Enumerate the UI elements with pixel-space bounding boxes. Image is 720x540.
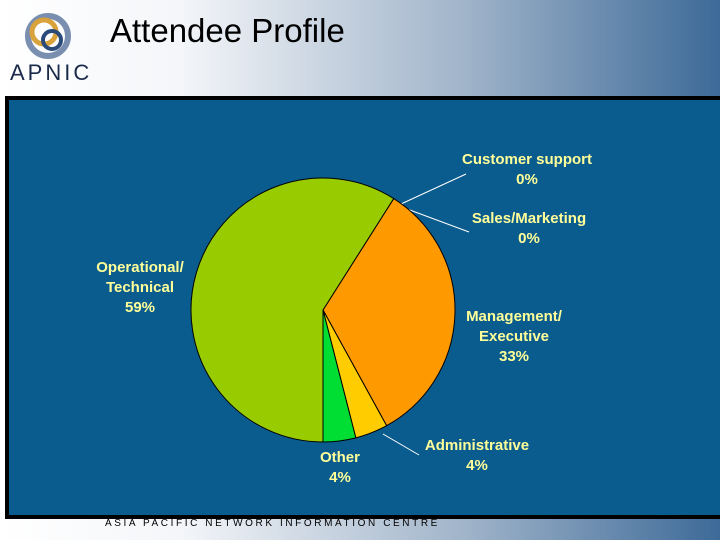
footer: ASIA PACIFIC NETWORK INFORMATION CENTRE: [105, 518, 440, 529]
title: Attendee Profile: [110, 12, 345, 49]
logo-ring: [25, 13, 71, 59]
slice-value-label: 4%: [466, 457, 488, 474]
chart-panel: Customer support 0% Sales/Marketing 0% Manag…: [5, 96, 720, 519]
slice-value-label: 59%: [124, 299, 156, 316]
pie-slice: [322, 197, 456, 427]
slice-label: Customer support: [461, 151, 592, 168]
logo: [25, 13, 71, 59]
slice-label: Administrative: [424, 437, 530, 454]
logo-ring: [41, 29, 63, 51]
pie-slice: [190, 177, 395, 443]
leader-line: [400, 173, 467, 205]
leader-line: [382, 433, 420, 456]
slice-value-label: 0%: [518, 230, 540, 247]
slice-label: Management/ Executive: [466, 308, 562, 345]
slice-value-label: 4%: [329, 469, 351, 486]
logo-text: APNIC: [10, 60, 93, 85]
slice-value-label: 33%: [498, 348, 530, 365]
slice-value-label: 0%: [516, 171, 538, 188]
leader-lines: [382, 173, 470, 456]
leader-line: [398, 205, 470, 233]
slice-label: Other: [319, 449, 360, 466]
slice-label: Sales/Marketing: [471, 210, 587, 227]
slice-label: Operational/ Technical: [96, 259, 184, 296]
pie-chart: [190, 173, 470, 456]
